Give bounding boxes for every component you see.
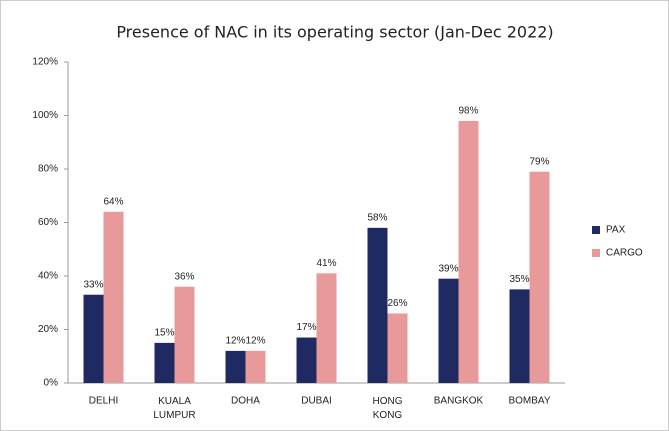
x-tick-label-line: KUALA (158, 396, 191, 407)
y-tick-label: 80% (38, 164, 58, 175)
bar (316, 273, 337, 383)
x-tick-label-line: LUMPUR (153, 410, 195, 421)
bar (296, 337, 317, 383)
bar (458, 120, 479, 383)
y-tick-label: 20% (38, 324, 58, 335)
data-label: 33% (83, 279, 103, 290)
y-tick-label: 120% (32, 57, 58, 68)
data-label: 98% (458, 105, 478, 116)
data-label: 64% (103, 196, 123, 207)
data-label: 36% (174, 271, 194, 282)
bar (174, 286, 195, 383)
legend-swatch (592, 249, 600, 257)
y-tick-label: 100% (32, 110, 58, 121)
data-label: 12% (225, 336, 245, 347)
data-label: 12% (245, 336, 265, 347)
x-tick-label: DOHA (231, 396, 260, 407)
data-label: 58% (367, 212, 387, 223)
x-tick-label-line: KONG (373, 410, 403, 421)
bar (83, 294, 104, 383)
x-tick-label: BOMBAY (508, 396, 550, 407)
bar (387, 313, 408, 383)
data-label: 79% (529, 156, 549, 167)
y-tick-label: 0% (44, 378, 59, 389)
data-label: 41% (316, 258, 336, 269)
legend-label: CARGO (606, 248, 643, 259)
bar (245, 350, 266, 383)
x-tick-label: KUALA LUMPUR (153, 396, 195, 421)
bar (225, 350, 246, 383)
legend-label: PAX (606, 225, 626, 236)
data-label: 26% (387, 298, 407, 309)
x-tick-label: DELHI (89, 396, 118, 407)
bar (438, 278, 459, 383)
x-tick-label: DUBAI (301, 396, 332, 407)
data-label: 39% (438, 263, 458, 274)
data-label: 15% (154, 328, 174, 339)
data-label: 35% (509, 274, 529, 285)
x-tick-label-line: HONG (373, 396, 403, 407)
bar (509, 289, 530, 383)
legend-swatch (592, 226, 600, 234)
bar (529, 171, 550, 383)
bar (367, 227, 388, 383)
bar (154, 342, 175, 383)
y-tick-label: 40% (38, 271, 58, 282)
data-label: 17% (296, 322, 316, 333)
y-tick-label: 60% (38, 217, 58, 228)
x-tick-label: HONG KONG (373, 396, 403, 421)
x-tick-label: BANGKOK (434, 396, 484, 407)
bar (103, 211, 124, 383)
chart-title: Presence of NAC in its operating sector … (116, 23, 553, 42)
